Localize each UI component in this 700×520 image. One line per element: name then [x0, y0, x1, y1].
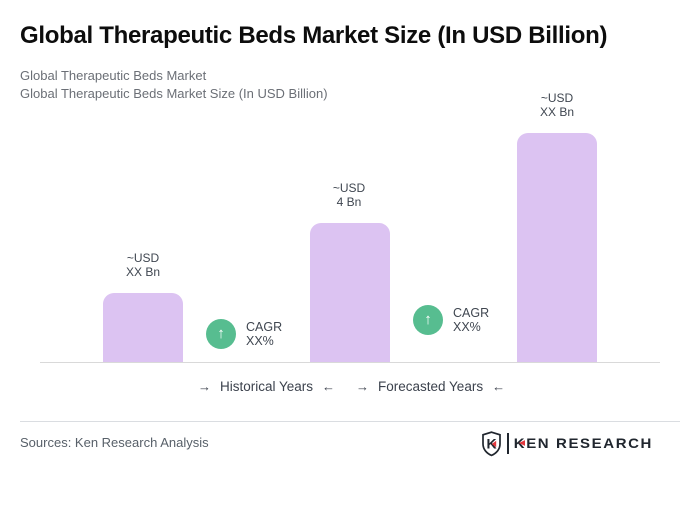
logo-text-rest: EN RESEARCH — [526, 435, 653, 452]
axis-group-label: Forecasted Years — [378, 379, 484, 394]
ken-research-shield-icon: K — [481, 430, 501, 456]
page-title: Global Therapeutic Beds Market Size (In … — [20, 22, 608, 49]
axis-group-label: Historical Years — [220, 379, 314, 394]
subtitle-line-2: Global Therapeutic Beds Market Size (In … — [20, 86, 328, 101]
cagr-text: CAGR XX% — [453, 306, 489, 334]
logo-divider — [506, 433, 509, 454]
x-axis-line — [40, 362, 660, 363]
arrow-left-icon: ← — [492, 379, 506, 394]
bar-forecast — [517, 133, 597, 363]
logo-letter-k: K — [514, 435, 526, 452]
bar-value-line: ~USD — [332, 181, 366, 195]
bar-value-line: XX Bn — [125, 265, 161, 279]
axis-group-historical-years: → Historical Years ← — [198, 379, 335, 394]
bar-historical — [103, 293, 183, 363]
arrow-right-icon: → — [198, 379, 211, 394]
cagr-line: XX% — [453, 320, 481, 334]
cagr-line: XX% — [246, 334, 274, 348]
bar-value-line: ~USD — [540, 91, 574, 105]
arrow-right-icon: → — [356, 379, 369, 394]
growth-arrow-icon: ↑ — [413, 305, 443, 335]
footer-divider — [20, 421, 680, 422]
subtitle-line-1: Global Therapeutic Beds Market — [20, 68, 207, 83]
growth-arrow-icon: ↑ — [206, 319, 236, 349]
cagr-badge-forecast: ↑ CAGR XX% — [413, 305, 489, 335]
ken-research-logo: K K EN RESEARCH — [481, 430, 653, 457]
logo-text: K EN RESEARCH — [514, 435, 653, 451]
arrow-left-icon: ← — [322, 379, 336, 394]
sources-text: Sources: Ken Research Analysis — [20, 435, 209, 450]
bar-value-label-forecast: ~USD XX Bn — [487, 91, 627, 119]
bar-base-year — [310, 223, 390, 363]
up-arrow-glyph: ↑ — [424, 310, 432, 328]
logo-k-red-accent-icon — [518, 440, 525, 446]
up-arrow-glyph: ↑ — [217, 324, 225, 342]
cagr-line: CAGR — [246, 320, 283, 334]
bar-value-line: ~USD — [126, 251, 160, 265]
cagr-line: CAGR — [453, 306, 490, 320]
shield-red-accent — [491, 440, 496, 447]
cagr-text: CAGR XX% — [246, 320, 282, 348]
axis-group-forecasted-years: → Forecasted Years ← — [356, 379, 505, 394]
bar-value-line: XX Bn — [539, 105, 575, 119]
cagr-badge-historical: ↑ CAGR XX% — [206, 319, 282, 349]
bar-value-line: 4 Bn — [336, 195, 362, 209]
bar-value-label-base-year: ~USD 4 Bn — [279, 181, 419, 209]
bar-value-label-historical: ~USD XX Bn — [73, 251, 213, 279]
shield-letter: K — [486, 435, 496, 451]
